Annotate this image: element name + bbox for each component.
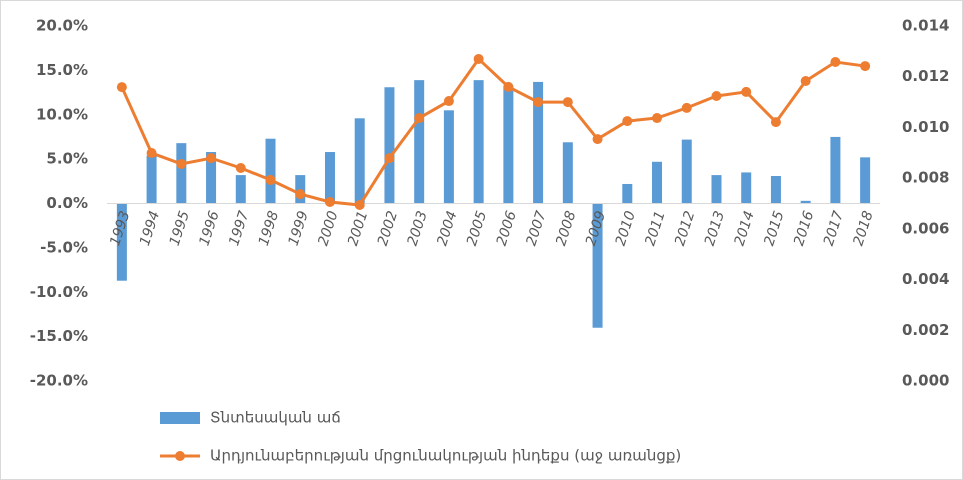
line-marker: [622, 116, 633, 127]
y-tick-label: 15.0%: [36, 61, 88, 79]
y2-tick-label: 0.004: [902, 270, 949, 288]
bar: [503, 86, 514, 204]
line-marker: [533, 97, 544, 108]
legend-label: Արդյունաբերության մրցունակության ինդեքս …: [210, 447, 681, 465]
bar: [206, 152, 217, 204]
bar: [414, 80, 425, 204]
y-tick-label: 20.0%: [36, 17, 88, 35]
line-marker: [711, 90, 722, 101]
y-tick-label: 0.0%: [46, 194, 88, 212]
line-marker: [146, 148, 157, 159]
bar: [681, 139, 692, 204]
bar: [770, 175, 781, 204]
line-marker: [562, 97, 573, 108]
line-marker: [830, 57, 841, 68]
bar: [800, 200, 811, 204]
y2-tick-label: 0.010: [902, 118, 949, 136]
y-tick-label: -20.0%: [30, 372, 88, 390]
bar: [533, 81, 544, 204]
y2-tick-label: 0.006: [902, 219, 949, 237]
bar: [146, 155, 157, 204]
bar: [384, 87, 395, 204]
bar: [473, 80, 484, 204]
line-marker: [652, 113, 663, 124]
bar: [354, 118, 365, 204]
line-marker: [206, 153, 217, 164]
line-marker: [265, 174, 276, 185]
bar: [711, 175, 722, 204]
line-marker: [116, 82, 127, 93]
bar: [443, 110, 454, 204]
line-marker: [860, 61, 871, 72]
line-marker: [384, 153, 395, 164]
y-tick-label: -15.0%: [30, 327, 88, 345]
bar: [265, 138, 276, 204]
y2-tick-label: 0.008: [902, 169, 949, 187]
bar: [324, 152, 335, 204]
line-marker: [800, 76, 811, 87]
line-marker: [354, 200, 365, 211]
line-marker: [443, 96, 454, 107]
y-tick-label: -10.0%: [30, 283, 88, 301]
line-marker: [503, 81, 514, 92]
line-marker: [741, 86, 752, 97]
bar: [562, 142, 573, 204]
line-marker: [235, 163, 246, 173]
line-marker: [295, 189, 306, 200]
line-marker: [770, 117, 781, 128]
y2-tick-label: 0.000: [902, 372, 949, 390]
line-marker: [324, 196, 335, 207]
legend-swatch: [160, 412, 200, 424]
y-tick-label: 5.0%: [46, 150, 88, 168]
bar: [176, 143, 187, 204]
bar: [235, 175, 246, 204]
line-marker: [473, 53, 484, 64]
bar: [116, 203, 127, 281]
bar: [830, 136, 841, 204]
bar: [741, 172, 752, 204]
line: [120, 56, 866, 207]
legend-marker: [175, 451, 185, 461]
y-tick-label: -5.0%: [40, 238, 88, 256]
bar: [592, 203, 603, 328]
y2-tick-label: 0.012: [902, 67, 949, 85]
y2-tick-label: 0.002: [902, 321, 949, 339]
y2-tick-label: 0.014: [902, 17, 949, 35]
line-marker: [681, 102, 692, 113]
legend-label: Տնտեսական աճ: [210, 409, 341, 427]
line-marker: [592, 134, 603, 145]
line-marker: [414, 113, 425, 124]
y-tick-label: 10.0%: [36, 105, 88, 123]
bar: [652, 161, 663, 204]
bar: [860, 157, 871, 204]
bar: [622, 183, 633, 204]
line-marker: [176, 158, 187, 169]
